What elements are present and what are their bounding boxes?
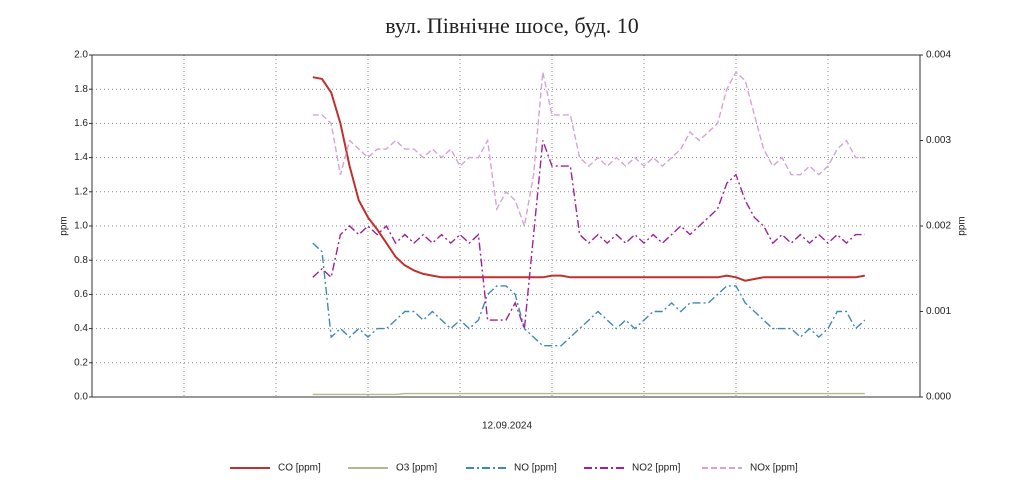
y-tick-label: 1.8 xyxy=(74,84,88,95)
y-tick-label: 0.2 xyxy=(74,357,88,368)
legend-label: NO [ppm] xyxy=(514,463,557,474)
plot-frame xyxy=(91,54,921,398)
y-tick-label: 0.8 xyxy=(74,255,88,266)
y-tick-label: 2.0 xyxy=(74,50,88,61)
y2-tick-label: 0.000 xyxy=(926,392,951,403)
y-tick-label: 1.4 xyxy=(74,152,88,163)
x-label: 12.09.2024 xyxy=(482,421,532,432)
legend-label: O3 [ppm] xyxy=(396,463,437,474)
legend-label: NO2 [ppm] xyxy=(632,463,681,474)
series-line xyxy=(312,70,865,229)
legend-label: NOx [ppm] xyxy=(750,463,798,474)
y2-tick-label: 0.001 xyxy=(926,306,951,317)
series-line xyxy=(312,140,865,329)
y2-tick-label: 0.004 xyxy=(926,50,951,61)
y-tick-label: 0.0 xyxy=(74,392,88,403)
y2-label: ppm xyxy=(957,216,968,235)
chart-title: вул. Північне шосе, буд. 10 xyxy=(385,13,638,38)
y-tick-label: 1.0 xyxy=(74,221,88,232)
y-tick-label: 0.4 xyxy=(74,323,88,334)
y-tick-label: 1.6 xyxy=(74,118,88,129)
y2-tick-label: 0.002 xyxy=(926,221,951,232)
series-line xyxy=(312,242,866,347)
legend-label: CO [ppm] xyxy=(278,463,321,474)
series-line xyxy=(312,76,865,282)
y-label: ppm xyxy=(59,216,70,235)
y-tick-label: 1.2 xyxy=(74,186,88,197)
y2-tick-label: 0.003 xyxy=(926,135,951,146)
y-tick-label: 0.6 xyxy=(74,289,88,300)
series-line xyxy=(312,392,865,396)
